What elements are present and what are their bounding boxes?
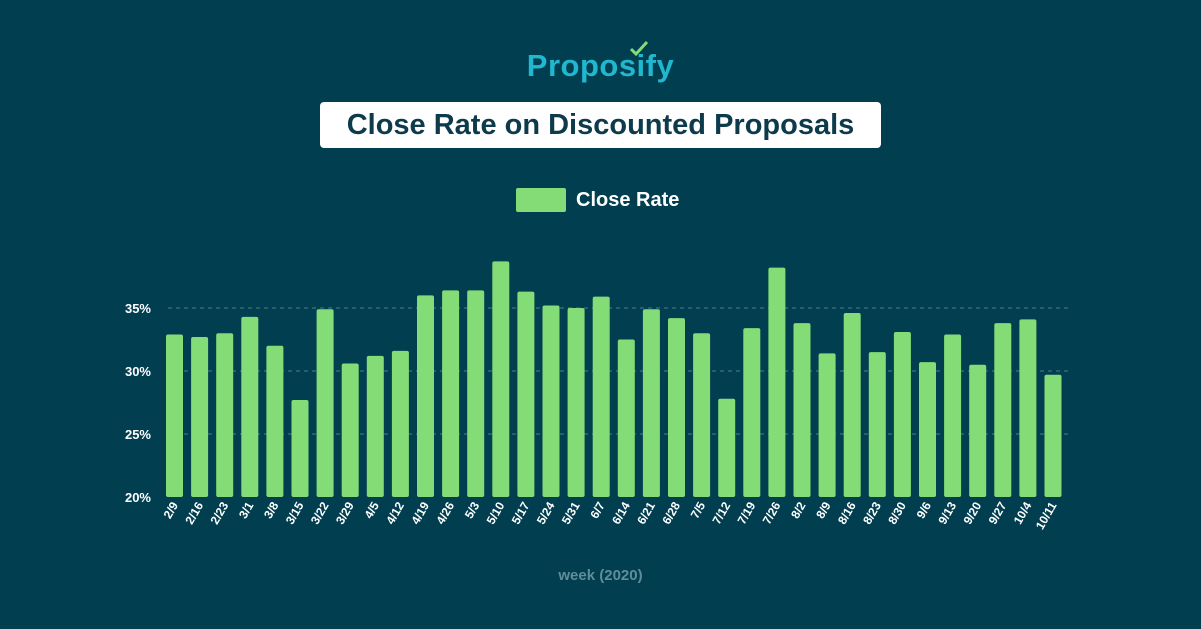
bar bbox=[718, 398, 736, 497]
x-tick-label: 10/11 bbox=[1033, 499, 1060, 532]
x-tick-label: 9/20 bbox=[960, 499, 984, 527]
x-tick-label: 8/23 bbox=[860, 499, 884, 527]
x-tick-label: 3/15 bbox=[283, 499, 307, 527]
x-tick-label: 9/6 bbox=[914, 499, 935, 521]
bar bbox=[1044, 374, 1062, 497]
x-tick-label: 3/22 bbox=[308, 499, 332, 527]
x-tick-label: 10/4 bbox=[1011, 499, 1035, 527]
bar bbox=[743, 328, 761, 497]
bar bbox=[668, 318, 685, 497]
x-tick-label: 5/3 bbox=[462, 499, 483, 521]
bar bbox=[492, 261, 510, 497]
bar bbox=[166, 334, 183, 497]
bar bbox=[417, 295, 434, 497]
legend: Close Rate bbox=[516, 188, 679, 212]
bar bbox=[391, 350, 409, 497]
bar bbox=[768, 267, 786, 497]
y-tick-label: 20% bbox=[125, 490, 151, 505]
bar bbox=[191, 336, 209, 497]
chart-title: Close Rate on Discounted Proposals bbox=[320, 102, 881, 148]
bar bbox=[969, 364, 987, 497]
bar bbox=[341, 363, 359, 497]
x-tick-label: 5/24 bbox=[534, 499, 558, 527]
x-tick-label: 5/31 bbox=[559, 499, 583, 527]
x-tick-label: 4/5 bbox=[361, 499, 382, 521]
y-tick-label: 25% bbox=[125, 427, 151, 442]
x-tick-label: 8/9 bbox=[813, 499, 834, 521]
x-tick-label: 6/14 bbox=[609, 499, 633, 527]
x-tick-label: 9/13 bbox=[935, 499, 959, 527]
checkmark-icon bbox=[629, 40, 649, 57]
x-tick-label: 5/17 bbox=[509, 499, 533, 527]
x-tick-label: 6/28 bbox=[659, 499, 683, 527]
x-tick-label: 7/5 bbox=[688, 499, 709, 521]
x-tick-label: 8/30 bbox=[885, 499, 909, 527]
x-tick-label: 7/26 bbox=[760, 499, 784, 527]
bar bbox=[919, 362, 936, 497]
bar bbox=[693, 333, 711, 497]
bar bbox=[893, 331, 911, 497]
x-tick-label: 8/2 bbox=[788, 499, 809, 521]
bar bbox=[467, 290, 485, 497]
bar bbox=[316, 309, 334, 497]
x-tick-label: 3/1 bbox=[236, 499, 257, 521]
legend-label: Close Rate bbox=[576, 188, 680, 211]
x-tick-label: 6/21 bbox=[634, 499, 658, 527]
bar bbox=[944, 334, 962, 497]
x-tick-label: 4/19 bbox=[408, 499, 432, 527]
x-tick-label: 2/16 bbox=[182, 499, 206, 527]
bar bbox=[592, 296, 610, 497]
bar bbox=[442, 290, 460, 497]
bar bbox=[818, 353, 836, 497]
x-tick-label: 8/16 bbox=[835, 499, 859, 527]
y-tick-label: 35% bbox=[125, 301, 151, 316]
y-tick-label: 30% bbox=[125, 364, 151, 379]
x-tick-label: 7/19 bbox=[735, 499, 759, 527]
bar bbox=[517, 291, 535, 497]
bar bbox=[291, 399, 309, 497]
x-tick-label: 4/12 bbox=[383, 499, 407, 527]
x-tick-label: 2/9 bbox=[161, 499, 182, 521]
x-tick-label: 6/7 bbox=[587, 499, 608, 521]
x-tick-label: 9/27 bbox=[986, 499, 1010, 527]
bar bbox=[241, 316, 259, 497]
x-tick-label: 4/26 bbox=[433, 499, 457, 527]
x-tick-label: 3/8 bbox=[261, 499, 282, 521]
bar bbox=[266, 345, 284, 497]
bar bbox=[617, 339, 635, 497]
bar bbox=[366, 355, 384, 497]
x-tick-label: 7/12 bbox=[709, 499, 733, 527]
proposify-logo: Proposify bbox=[0, 40, 1201, 84]
bar bbox=[642, 309, 660, 497]
logo-text: Proposify bbox=[526, 48, 675, 83]
x-axis-label: week (2020) bbox=[558, 567, 643, 584]
bar bbox=[994, 323, 1012, 497]
bar bbox=[868, 352, 886, 497]
x-tick-label: 2/23 bbox=[207, 499, 231, 527]
bar bbox=[216, 333, 234, 497]
bar bbox=[843, 313, 861, 497]
x-tick-label: 5/10 bbox=[484, 499, 508, 527]
bar bbox=[542, 305, 560, 497]
legend-swatch bbox=[516, 188, 566, 212]
bar bbox=[1019, 319, 1037, 497]
bar bbox=[567, 308, 585, 497]
x-tick-label: 3/29 bbox=[333, 499, 357, 527]
bar bbox=[793, 323, 811, 497]
